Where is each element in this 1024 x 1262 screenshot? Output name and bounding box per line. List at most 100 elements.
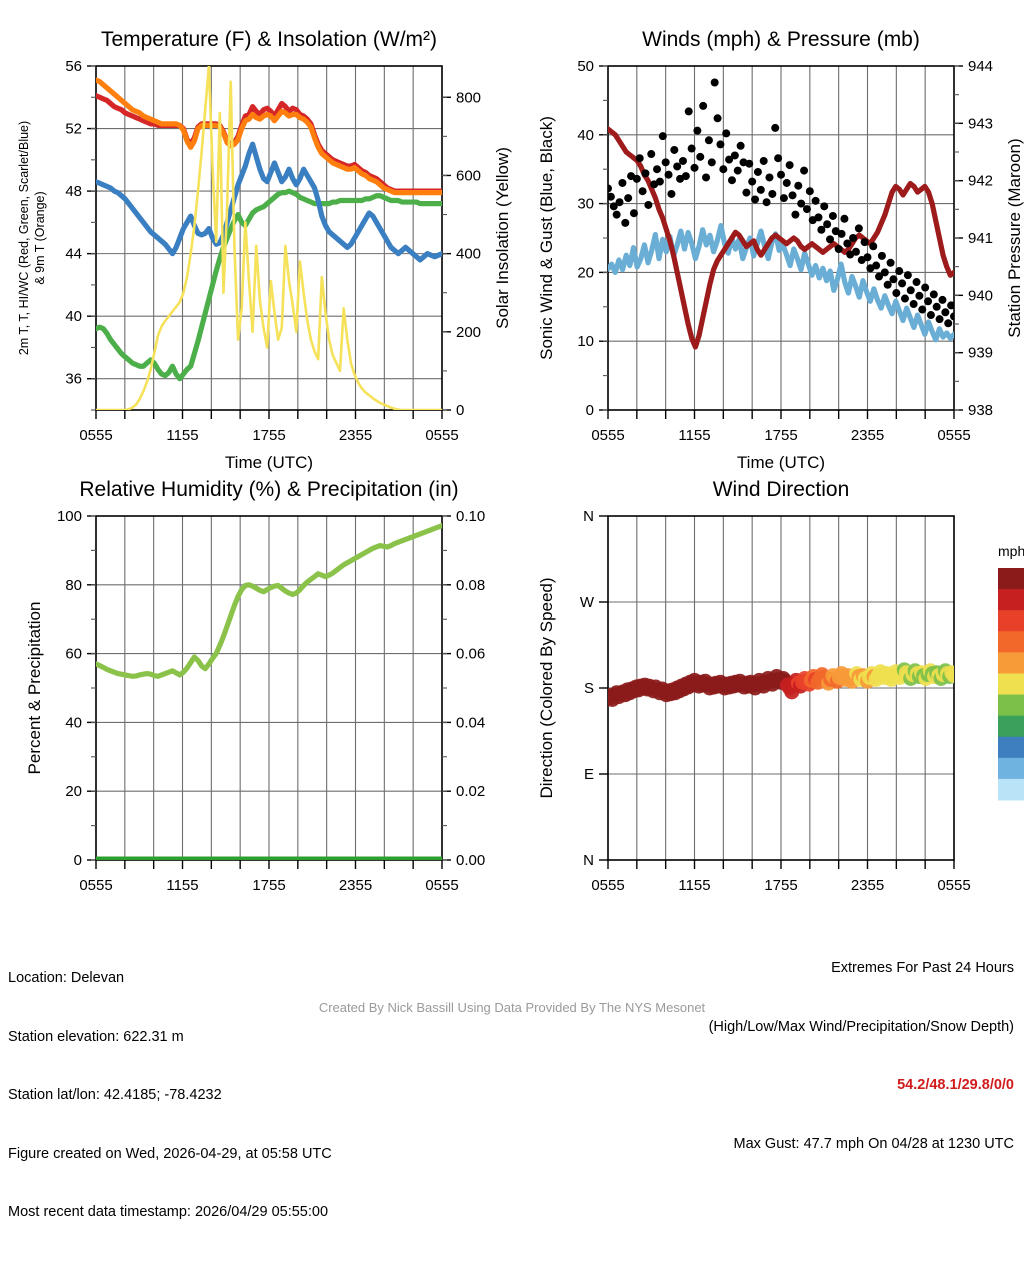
scatter-point [722, 129, 731, 138]
panel-humidity: Relative Humidity (%) & Precipitation (i… [0, 468, 512, 918]
ytick-right-label: 600 [456, 167, 481, 184]
scatter-point [745, 159, 754, 168]
ytick-right-label: 0.00 [456, 852, 485, 869]
xtick-label: 2355 [851, 877, 884, 894]
ytick-label: 44 [65, 246, 82, 263]
xtick-label: 1155 [166, 427, 198, 444]
xtick-label: 2355 [339, 427, 372, 444]
scatter-point [811, 196, 820, 205]
scatter-point [655, 177, 664, 186]
series-sonic-wind [608, 223, 954, 343]
scatter-point [733, 166, 742, 175]
scatter-point [615, 198, 624, 207]
scatter-point [678, 156, 687, 165]
scatter-point [851, 247, 860, 256]
scatter-point [929, 290, 938, 299]
scatter-point [727, 176, 736, 185]
scatter-point [762, 198, 771, 207]
scatter-point [653, 165, 662, 174]
colorbar-swatch [998, 736, 1024, 759]
ytick-label: N [583, 852, 594, 869]
scatter-point [608, 184, 612, 193]
scatter-point [886, 258, 895, 267]
xtick-label: 1155 [678, 427, 710, 444]
scatter-point [947, 301, 954, 310]
xtick-label: 0555 [425, 877, 458, 894]
station-latlon: Station lat/lon: 42.4185; -78.4232 [8, 1087, 222, 1103]
scatter-point [670, 145, 679, 154]
colorbar-swatch [998, 694, 1024, 717]
scatter-point [742, 188, 751, 197]
scatter-point [909, 300, 918, 309]
scatter-point [823, 220, 832, 229]
chart-title: Temperature (F) & Insolation (W/m²) [101, 28, 437, 51]
scatter-point [875, 272, 884, 281]
y-axis-right-label: Station Pressure (Maroon) [1005, 138, 1024, 337]
xtick-label: 0555 [591, 877, 624, 894]
x-axis-label: Time (UTC) [737, 453, 825, 472]
extremes-subtitle: (High/Low/Max Wind/Precipitation/Snow De… [708, 1018, 1014, 1035]
colorbar-swatch [998, 589, 1024, 611]
scatter-point [805, 187, 814, 196]
scatter-point [800, 166, 809, 175]
y-axis-label: Sonic Wind & Gust (Blue, Black) [537, 116, 556, 360]
scatter-point [880, 268, 889, 277]
scatter-point [926, 311, 935, 320]
scatter-point [877, 251, 886, 260]
scatter-point [941, 308, 950, 317]
scatter-point [716, 140, 725, 149]
ytick-right-label: 200 [456, 324, 481, 341]
scatter-point [719, 165, 728, 174]
scatter-point [779, 194, 788, 203]
ytick-label: 36 [65, 371, 82, 388]
ytick-label: S [584, 680, 594, 697]
scatter-point [935, 315, 944, 324]
scatter-point [771, 123, 780, 132]
max-gust: Max Gust: 47.7 mph On 04/28 at 1230 UTC [733, 1135, 1014, 1152]
ytick-label: 60 [65, 646, 82, 663]
ytick-label: 52 [65, 121, 82, 138]
scatter-point [849, 234, 858, 242]
scatter-point [950, 312, 954, 321]
figure-created: Figure created on Wed, 2026-04-29, at 05… [8, 1145, 332, 1162]
ytick-right-label: 939 [968, 345, 993, 362]
scatter-point [753, 167, 762, 176]
scatter-point [921, 283, 930, 292]
scatter-point [802, 205, 811, 214]
ytick-label: 100 [57, 508, 82, 525]
xtick-label: 1755 [764, 877, 797, 894]
scatter-point [791, 210, 800, 219]
ytick-right-label: 400 [456, 246, 481, 263]
ytick-right-label: 800 [456, 89, 481, 106]
chart-title: Wind Direction [713, 478, 850, 501]
ytick-right-label: 0.04 [456, 714, 485, 731]
extremes-title: Extremes For Past 24 Hours [831, 960, 1014, 976]
ytick-label: 0 [74, 852, 82, 869]
scatter-point [814, 213, 823, 222]
scatter-point [889, 275, 898, 284]
ytick-right-label: 0.06 [456, 646, 485, 663]
scatter-point [898, 279, 907, 288]
scatter-point [938, 295, 947, 304]
xtick-label: 1155 [166, 877, 198, 894]
scatter-point [638, 187, 647, 196]
colorbar-swatch [998, 568, 1024, 590]
scatter-point [900, 294, 909, 303]
x-axis-label: Time (UTC) [225, 453, 313, 472]
ytick-label: 40 [65, 714, 82, 731]
scatter-point [612, 210, 621, 219]
scatter-point [828, 211, 837, 220]
scatter-point [895, 267, 904, 276]
scatter-point [932, 302, 941, 311]
scatter-point [883, 280, 892, 289]
scatter-point [713, 114, 722, 123]
station-elevation: Station elevation: 622.31 m [8, 1028, 184, 1045]
ytick-right-label: 0.02 [456, 783, 485, 800]
scatter-point [826, 235, 835, 244]
data-timestamp: Most recent data timestamp: 2026/04/29 0… [8, 1204, 329, 1220]
scatter-point [768, 189, 777, 198]
svg-text:2m T, T, HI/WC (Red, Green, Sc: 2m T, T, HI/WC (Red, Green, Scarlet/Blue… [17, 121, 31, 355]
scatter-point [785, 161, 794, 170]
weather-dashboard: Temperature (F) & Insolation (W/m²) 36 40 4… [0, 28, 1024, 1220]
scatter-point [924, 297, 933, 306]
